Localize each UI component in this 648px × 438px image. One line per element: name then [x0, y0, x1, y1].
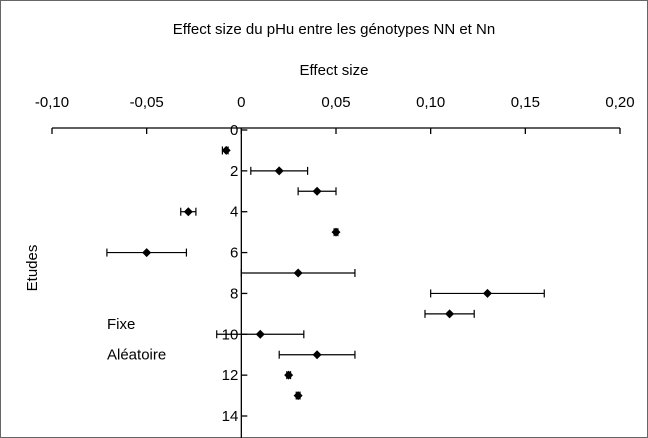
data-point — [142, 248, 152, 258]
annotations: Fixe Aléatoire — [107, 316, 166, 364]
data-point — [482, 288, 492, 298]
x-axis: -0,10 -0,05 0 0,05 0,10 0,15 0,20 — [35, 94, 635, 134]
data-point — [312, 186, 322, 196]
x-tick-label: -0,10 — [35, 94, 69, 111]
y-tick-label: 8 — [230, 285, 238, 302]
data-point — [274, 166, 284, 176]
x-tick-label: 0,10 — [416, 94, 445, 111]
x-tick-label: 0,20 — [605, 94, 634, 111]
chart-title: Effect size du pHu entre les génotypes N… — [173, 21, 495, 38]
data-point — [293, 268, 303, 278]
annotation-label: Fixe — [107, 316, 135, 333]
y-tick-label: 6 — [230, 245, 238, 262]
data-point — [183, 207, 193, 217]
x-tick-label: 0 — [237, 94, 245, 111]
y-tick-label: 4 — [230, 204, 238, 221]
data-point — [293, 391, 303, 401]
y-tick-label: 12 — [222, 367, 239, 384]
data-point — [331, 227, 341, 237]
data-point — [221, 145, 231, 155]
x-tick-label: -0,05 — [130, 94, 164, 111]
annotation-label: Aléatoire — [107, 347, 166, 364]
x-tick-label: 0,15 — [511, 94, 540, 111]
data-point — [445, 309, 455, 319]
x-axis-label: Effect size — [300, 62, 369, 79]
data-point — [312, 350, 322, 360]
y-tick-label: 2 — [230, 163, 238, 180]
y-tick-label: 0 — [230, 122, 238, 139]
data-point — [255, 329, 265, 339]
y-tick-label: 14 — [222, 408, 239, 425]
y-axis-label: Etudes — [24, 245, 41, 292]
x-tick-label: 0,05 — [321, 94, 350, 111]
data-point — [284, 370, 294, 380]
data-marks — [106, 145, 545, 401]
